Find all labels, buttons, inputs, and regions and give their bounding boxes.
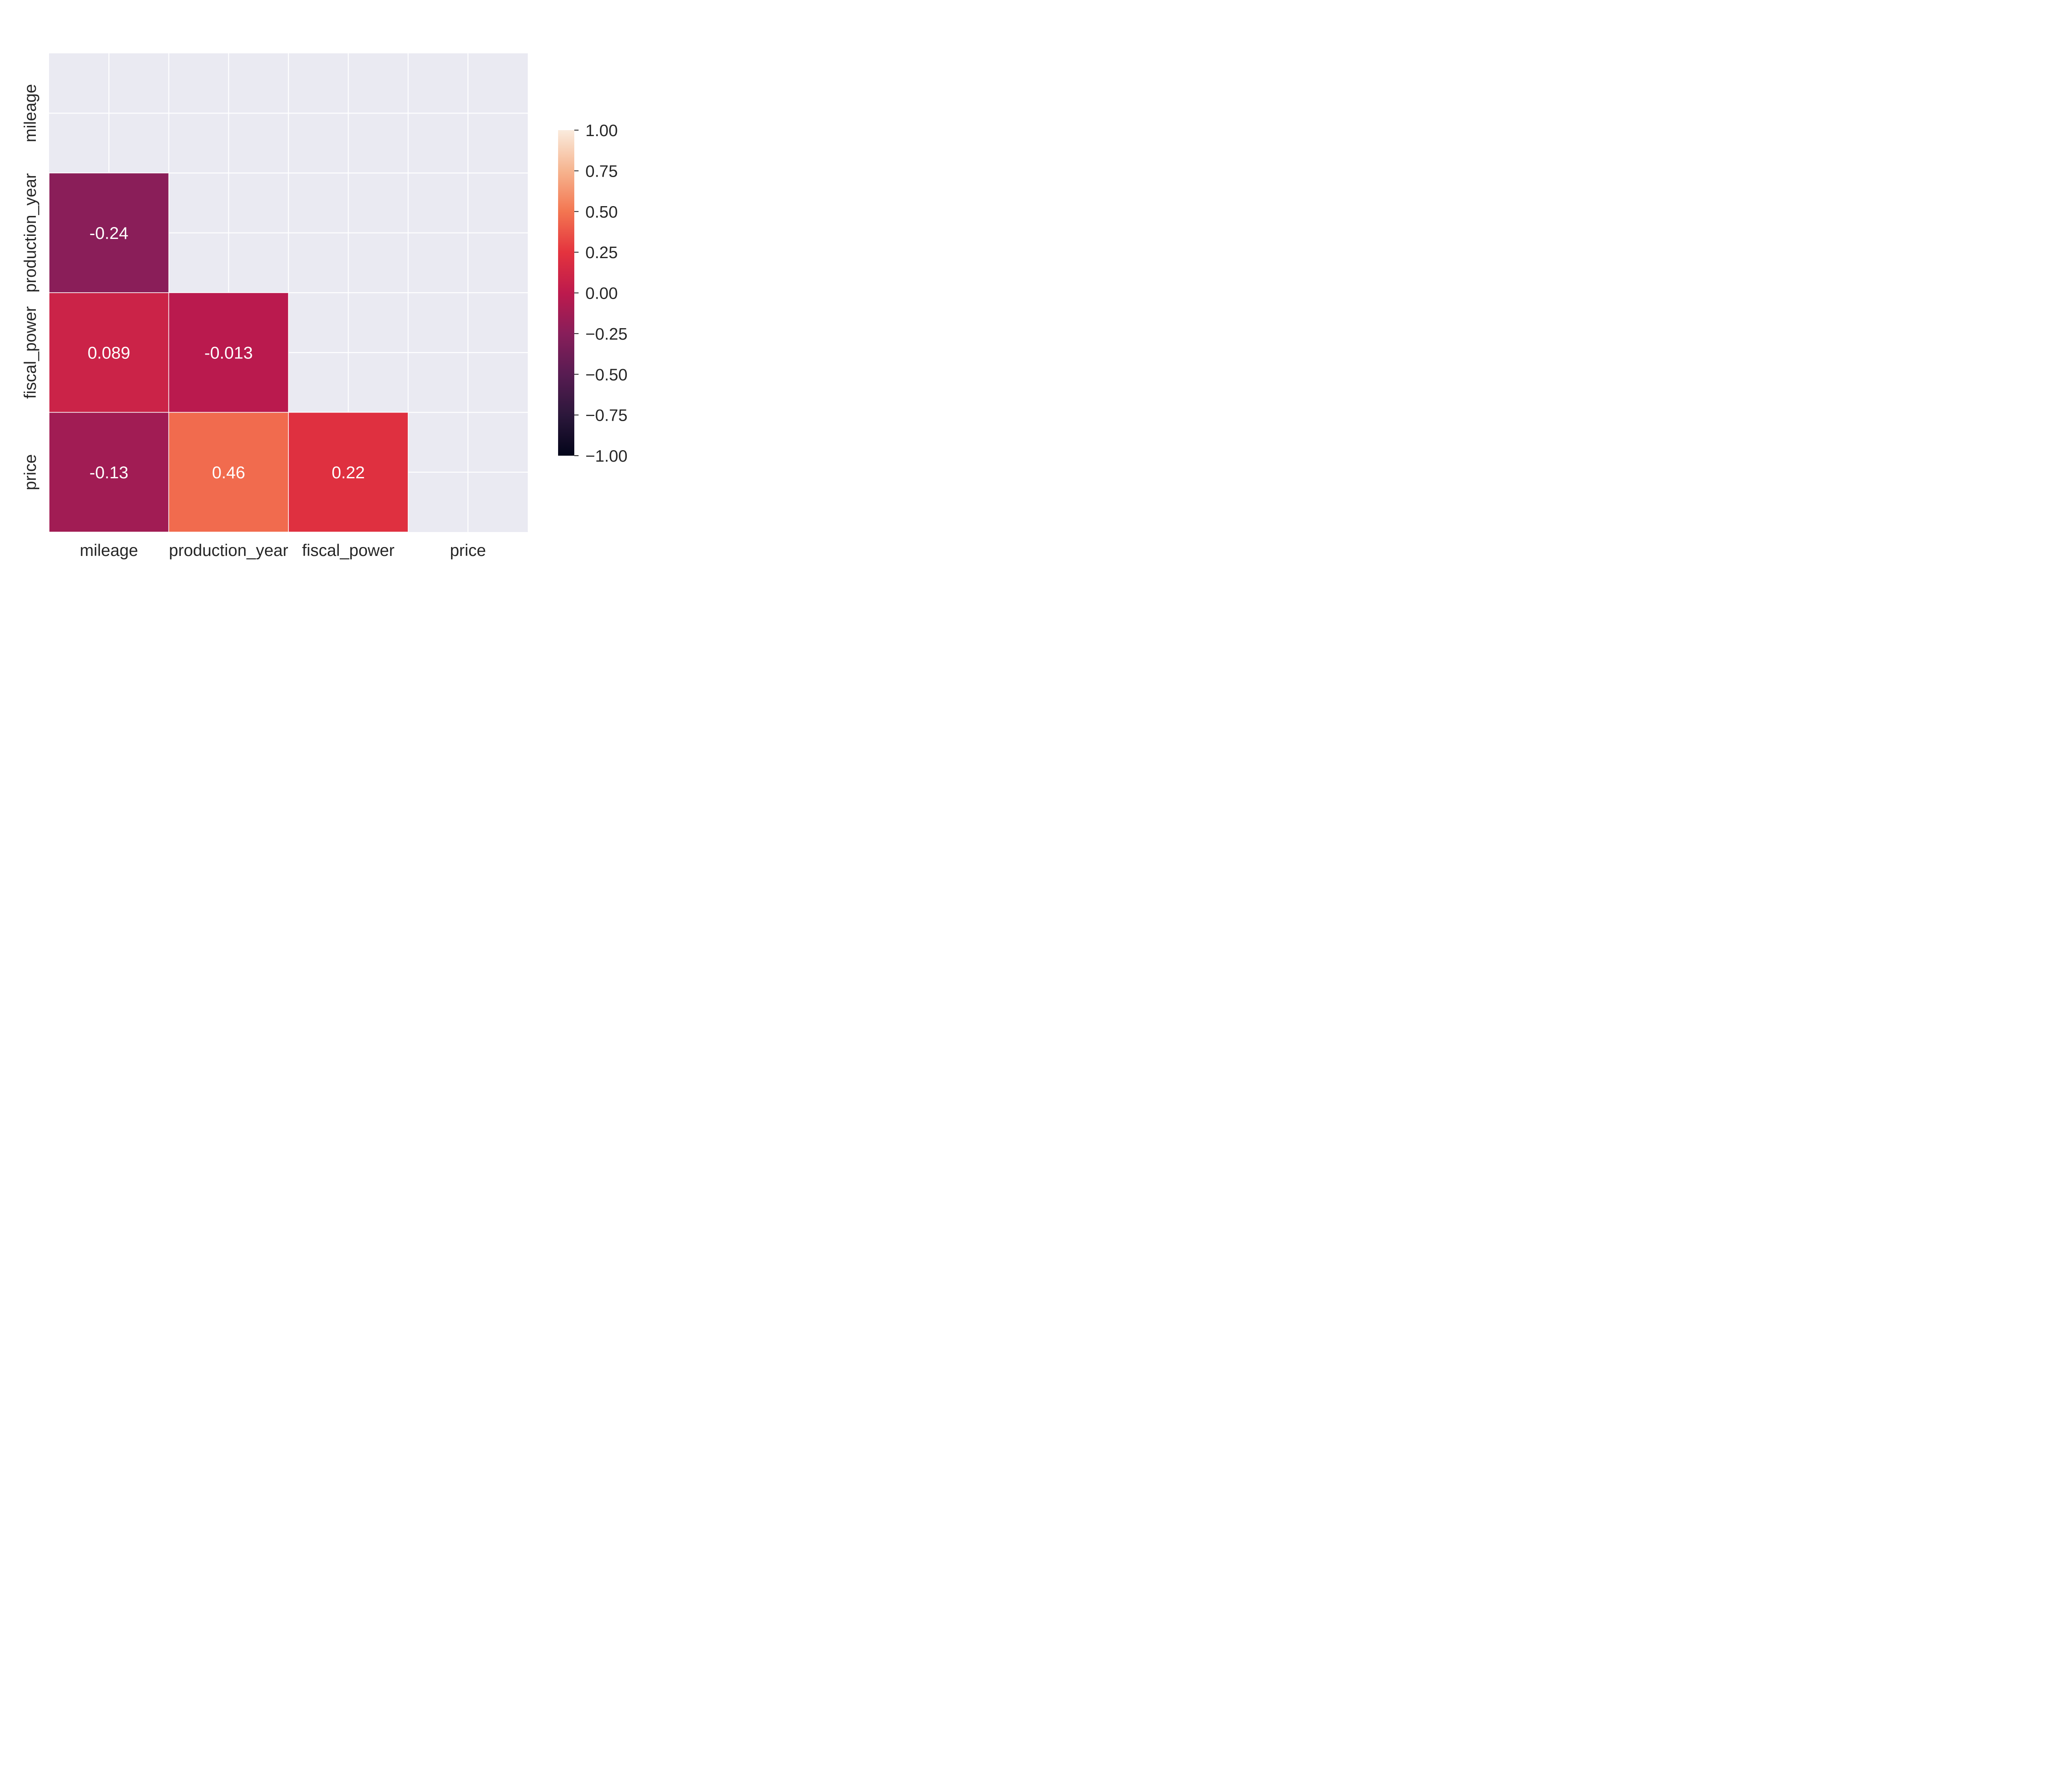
x-tick-label: price <box>450 541 486 560</box>
heatmap-cell <box>288 412 409 532</box>
cell-value-label: 0.089 <box>87 343 130 362</box>
cell-value-label: -0.24 <box>90 224 128 243</box>
correlation-heatmap: -0.24 0.089 -0.013 -0.13 0.46 0.22 mileage pro… <box>21 53 628 560</box>
heatmap-cell <box>49 172 169 293</box>
x-tick-label: fiscal_power <box>302 541 395 560</box>
cell-value-label: -0.013 <box>204 343 253 362</box>
colorbar-tick-label: −0.50 <box>585 366 628 384</box>
colorbar-tick-label: −0.75 <box>585 407 628 425</box>
cell-value-label: 0.22 <box>332 463 365 482</box>
colorbar-tick-label: 0.50 <box>585 203 618 221</box>
y-tick-label: price <box>21 454 40 490</box>
x-tick-label: mileage <box>80 541 138 560</box>
heatmap-cell <box>49 412 169 532</box>
y-tick-label: mileage <box>21 84 40 143</box>
heatmap-cells <box>49 172 409 532</box>
heatmap-cell <box>49 292 169 413</box>
cell-value-label: -0.13 <box>90 463 128 482</box>
x-tick-labels: mileage production_year fiscal_power price <box>80 541 486 560</box>
colorbar-tick-label: 0.75 <box>585 162 618 180</box>
colorbar-tick-label: 0.25 <box>585 244 618 262</box>
cell-value-label: 0.46 <box>212 463 245 482</box>
heatmap-cell <box>168 292 289 413</box>
colorbar: 1.00 0.75 0.50 0.25 0.00 −0.25 −0.50 −0.75 −1.00 <box>558 122 628 465</box>
colorbar-gradient <box>558 130 574 456</box>
colorbar-tick-label: −0.25 <box>585 325 628 343</box>
colorbar-tick-label: −1.00 <box>585 447 628 465</box>
colorbar-tick-label: 0.00 <box>585 285 618 303</box>
x-tick-label: production_year <box>169 541 288 560</box>
y-tick-label: production_year <box>21 173 40 293</box>
cell-labels: -0.24 0.089 -0.013 -0.13 0.46 0.22 <box>87 224 365 482</box>
colorbar-tick-label: 1.00 <box>585 122 618 140</box>
y-tick-label: fiscal_power <box>21 306 40 399</box>
